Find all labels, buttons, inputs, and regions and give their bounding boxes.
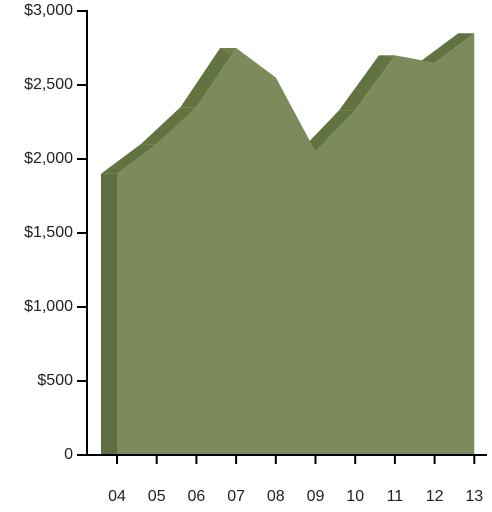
y-tick-label: $3,000 bbox=[24, 2, 73, 19]
area-top bbox=[339, 55, 395, 111]
x-tick-label: 10 bbox=[346, 488, 364, 505]
area-top bbox=[299, 110, 356, 152]
area-top bbox=[140, 107, 197, 145]
y-tick-label: $2,500 bbox=[24, 76, 73, 93]
x-tick-label: 05 bbox=[148, 488, 166, 505]
y-tick-label: 0 bbox=[64, 446, 73, 463]
x-tick-label: 11 bbox=[387, 488, 404, 505]
y-tick-label: $1,500 bbox=[24, 224, 73, 241]
area-top bbox=[180, 48, 237, 108]
x-tick-label: 13 bbox=[465, 488, 483, 505]
y-tick-label: $500 bbox=[37, 372, 73, 389]
x-tick-label: 08 bbox=[267, 488, 285, 505]
x-tick-label: 07 bbox=[227, 488, 245, 505]
x-tick-label: 06 bbox=[188, 488, 206, 505]
area-top bbox=[101, 144, 157, 174]
x-tick-label: 04 bbox=[108, 488, 126, 505]
area-top bbox=[418, 33, 475, 63]
x-tick-label: 12 bbox=[426, 488, 444, 505]
area bbox=[117, 33, 475, 455]
x-tick-label: 09 bbox=[307, 488, 325, 505]
y-tick-label: $1,000 bbox=[24, 298, 73, 315]
area-side bbox=[101, 173, 117, 456]
y-tick-label: $2,000 bbox=[24, 150, 73, 167]
